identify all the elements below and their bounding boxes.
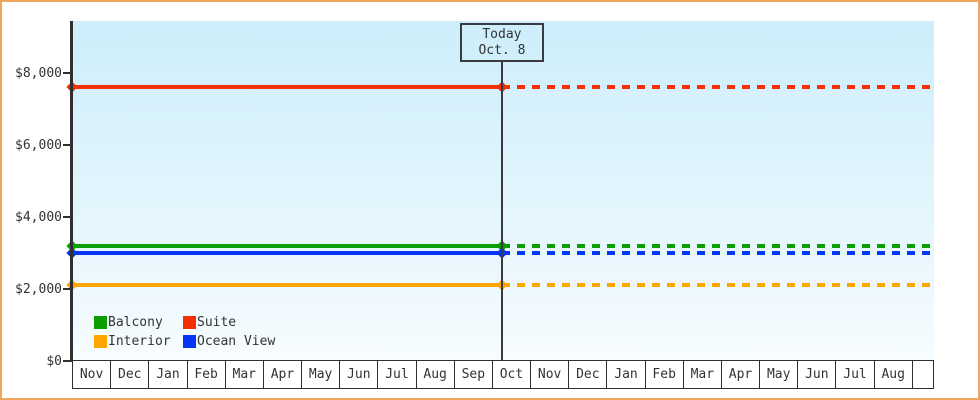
legend: Balcony Suite Interior Ocean View <box>94 315 275 348</box>
series-line-suite-solid <box>72 85 502 90</box>
y-axis-tick-label: $0 <box>46 354 62 369</box>
x-axis-month-cell: Oct <box>493 361 532 388</box>
x-axis-month-cell: Apr <box>264 361 303 388</box>
legend-swatch-suite <box>183 315 196 329</box>
y-axis-tick <box>63 360 70 362</box>
x-axis-month-cell: Mar <box>226 361 264 388</box>
legend-label: Interior <box>108 333 171 349</box>
y-axis-line <box>70 21 73 362</box>
series-line-ocean-view-solid <box>72 251 502 255</box>
x-axis-empty-cell <box>913 361 933 388</box>
series-line-interior-solid <box>72 283 502 288</box>
x-axis-month-cell: Feb <box>188 361 226 388</box>
x-axis-month-cell: May <box>302 361 341 388</box>
today-annotation-box: Today Oct. 8 <box>459 23 544 62</box>
legend-swatch-balcony <box>94 315 107 329</box>
series-line-ocean-view-dotted <box>501 251 934 255</box>
y-axis-tick <box>63 288 70 290</box>
legend-label: Balcony <box>108 314 163 330</box>
x-axis-month-cell: Dec <box>569 361 608 388</box>
x-axis-month-cell: Jan <box>607 361 646 388</box>
y-axis-tick-label: $6,000 <box>15 138 62 153</box>
x-axis-month-cell: Jul <box>378 361 417 388</box>
x-axis-month-cell: Aug <box>417 361 455 388</box>
legend-label: Suite <box>197 314 237 330</box>
y-axis-tick <box>63 144 70 146</box>
today-marker-line <box>500 62 503 360</box>
x-axis-month-cell: Feb <box>646 361 684 388</box>
x-axis-month-cell: Jan <box>149 361 188 388</box>
today-label: Today <box>482 27 522 42</box>
legend-label: Ocean View <box>197 333 276 349</box>
legend-item-interior: Interior <box>94 334 183 348</box>
y-axis-tick <box>63 216 70 218</box>
y-axis-tick-label: $8,000 <box>15 66 62 81</box>
x-axis-month-cell: Jul <box>836 361 875 388</box>
series-line-suite-dotted <box>501 85 934 90</box>
legend-swatch-ocean-view <box>183 334 196 348</box>
x-axis-month-cell: Aug <box>875 361 913 388</box>
x-axis-month-row: Nov Dec Jan Feb Mar Apr May Jun Jul Aug Sep Oct Nov D… <box>72 360 934 389</box>
plot-area <box>72 21 934 361</box>
x-axis-month-cell: Jun <box>798 361 837 388</box>
legend-item-suite: Suite <box>183 315 275 329</box>
today-date: Oct. 8 <box>478 43 526 58</box>
x-axis-month-cell: Mar <box>684 361 722 388</box>
x-axis-month-cell: Nov <box>531 361 570 388</box>
x-axis-month-cell: Jun <box>340 361 379 388</box>
y-axis-tick <box>63 72 70 74</box>
series-line-balcony-solid <box>72 243 502 248</box>
x-axis-month-cell: Dec <box>111 361 150 388</box>
x-axis-month-cell: Apr <box>722 361 761 388</box>
legend-swatch-interior <box>94 334 107 348</box>
y-axis-tick-label: $4,000 <box>15 210 62 225</box>
y-axis-tick-label: $2,000 <box>15 282 62 297</box>
x-axis-month-cell: May <box>760 361 799 388</box>
legend-item-balcony: Balcony <box>94 315 183 329</box>
series-line-interior-dotted <box>501 283 934 288</box>
series-line-balcony-dotted <box>501 243 934 248</box>
x-axis-month-cell: Sep <box>455 361 493 388</box>
legend-item-ocean-view: Ocean View <box>183 334 275 348</box>
x-axis-month-cell: Nov <box>73 361 112 388</box>
